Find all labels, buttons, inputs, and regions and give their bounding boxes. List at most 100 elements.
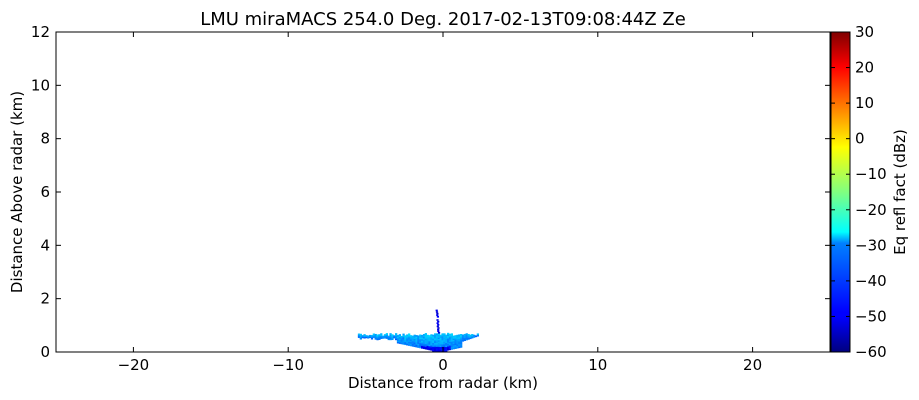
echo-cell — [406, 339, 409, 342]
echo-cell — [436, 314, 439, 317]
echo-cell — [402, 337, 405, 340]
echo-cell — [463, 333, 467, 336]
echo-cell — [396, 340, 400, 343]
echo-cell — [434, 344, 437, 346]
echo-cell — [447, 342, 450, 344]
echo-cell — [413, 336, 416, 338]
colorbar-tick-label: 20 — [855, 59, 874, 77]
colorbar-tick-label: 0 — [855, 130, 865, 148]
echo-cell — [448, 335, 452, 337]
echo-cell — [432, 345, 435, 348]
echo-cell — [471, 334, 474, 336]
echo-cell — [419, 335, 422, 338]
echo-cell — [380, 337, 383, 339]
colorbar-gradient — [830, 31, 851, 353]
echo-cell — [447, 340, 450, 343]
echo-cell — [439, 346, 442, 349]
echo-cell — [428, 347, 431, 349]
echo-cell — [426, 348, 429, 350]
echo-cell — [428, 337, 431, 340]
echo-cell — [378, 335, 381, 338]
echo-cell — [398, 342, 401, 344]
echo-cell — [476, 333, 480, 336]
echo-cell — [409, 340, 413, 343]
echo-cell — [365, 335, 368, 337]
echo-cell — [422, 336, 426, 339]
echo-cell — [380, 333, 383, 335]
echo-cell — [465, 335, 468, 338]
echo-cell — [445, 349, 448, 352]
echo-cell — [434, 333, 437, 336]
echo-cell — [424, 338, 427, 341]
colorbar-label: Eq refl fact (dBz) — [891, 129, 909, 255]
echo-cell — [473, 334, 476, 337]
echo-cell — [432, 350, 435, 352]
echo-cell — [424, 342, 427, 345]
echo-cell — [450, 344, 453, 346]
echo-cell — [439, 338, 442, 341]
echo-cell — [450, 342, 453, 345]
echo-cell — [434, 334, 437, 337]
echo-cell — [408, 336, 411, 338]
echo-cell — [419, 338, 422, 341]
echo-cell — [430, 342, 433, 344]
echo-cell — [456, 336, 459, 338]
echo-cell — [430, 343, 433, 346]
echo-cell — [443, 344, 446, 346]
echo-cell — [378, 338, 381, 340]
echo-cell — [454, 340, 457, 343]
echo-cell — [432, 346, 435, 349]
echo-cell — [408, 340, 411, 342]
colorbar: −60 −50 −40 −30 −20 −10 0 10 20 30 Eq refl fact (… — [830, 23, 909, 361]
echo-cell — [424, 347, 427, 350]
echo-cell — [398, 339, 401, 342]
echo-cell — [434, 349, 437, 352]
echo-cell — [395, 333, 398, 335]
echo-cell — [445, 344, 448, 346]
echo-cell — [365, 336, 368, 339]
echo-cell — [441, 344, 444, 346]
echo-cell — [419, 346, 422, 349]
echo-cell — [426, 345, 429, 348]
echo-cell — [422, 343, 426, 346]
echo-cell — [437, 327, 440, 329]
echo-cell — [374, 333, 377, 336]
echo-cell — [436, 322, 439, 325]
echo-cell — [424, 345, 427, 347]
echo-cell — [359, 337, 362, 340]
echo-cell — [441, 334, 444, 337]
echo-cell — [374, 337, 377, 340]
echo-cell — [359, 336, 362, 339]
echo-cell — [422, 334, 426, 336]
x-tick-label: −20 — [118, 356, 150, 374]
echo-cell — [469, 336, 472, 338]
echo-cell — [473, 336, 476, 338]
echo-cell — [426, 337, 429, 340]
x-axis-label: Distance from radar (km) — [348, 374, 538, 392]
echo-cell — [389, 333, 392, 335]
echo-cell — [439, 344, 442, 346]
echo-cell — [437, 340, 440, 342]
echo-cell — [424, 335, 427, 338]
chart-title: LMU miraMACS 254.0 Deg. 2017-02-13T09:08… — [200, 9, 686, 30]
echo-cell — [441, 333, 444, 336]
echo-cell — [454, 336, 457, 339]
echo-cell — [415, 337, 418, 340]
echo-cell — [435, 349, 439, 352]
echo-cell — [439, 336, 442, 338]
echo-cell — [439, 350, 442, 352]
echo-cell — [404, 342, 407, 344]
echo-cell — [413, 340, 416, 342]
echo-cell — [421, 337, 424, 340]
echo-cell — [380, 335, 383, 338]
echo-cell — [415, 339, 418, 341]
echo-cell — [435, 309, 438, 312]
echo-cell — [400, 338, 403, 341]
echo-cell — [385, 337, 388, 339]
echo-cell — [458, 342, 461, 345]
echo-cell — [391, 336, 394, 339]
echo-cell — [421, 334, 424, 337]
echo-cell — [385, 334, 388, 337]
echo-cell — [471, 335, 474, 338]
echo-cell — [409, 344, 413, 347]
